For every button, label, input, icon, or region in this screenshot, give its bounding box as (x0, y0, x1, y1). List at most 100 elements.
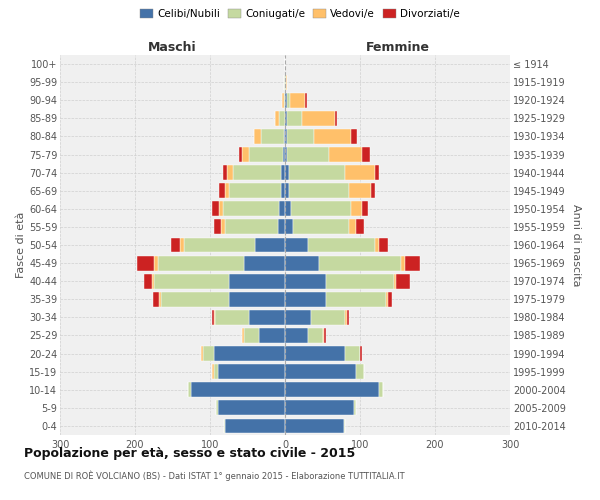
Bar (154, 256, 157, 270)
Bar (218, 364, 285, 379)
Text: Popolazione per età, sesso e stato civile - 2015: Popolazione per età, sesso e stato civil… (24, 448, 355, 460)
Bar (203, 346, 214, 361)
Bar (308, 328, 323, 343)
Bar (286, 74, 287, 90)
Bar (362, 147, 370, 162)
Bar (153, 292, 159, 306)
Bar (329, 147, 362, 162)
Bar (289, 165, 345, 180)
Y-axis label: Anni di nascita: Anni di nascita (571, 204, 581, 286)
Y-axis label: Fasce di età: Fasce di età (16, 212, 26, 278)
Bar (396, 274, 409, 288)
Bar (225, 418, 285, 434)
Bar (180, 238, 184, 252)
Bar (371, 184, 375, 198)
Bar (281, 184, 285, 198)
Bar (379, 382, 383, 397)
Bar (347, 310, 349, 325)
Bar (219, 184, 225, 198)
Bar (319, 256, 401, 270)
Bar (154, 274, 229, 288)
Bar (277, 220, 285, 234)
Bar (375, 165, 379, 180)
Bar (388, 292, 392, 306)
Bar (324, 328, 325, 343)
Bar (261, 129, 284, 144)
Bar (255, 238, 285, 252)
Bar (259, 328, 285, 343)
Bar (284, 74, 285, 90)
Bar (356, 220, 364, 234)
Bar (375, 238, 379, 252)
Bar (285, 310, 311, 325)
Bar (233, 165, 281, 180)
Bar (285, 238, 308, 252)
Bar (285, 184, 289, 198)
Bar (326, 292, 386, 306)
Bar (216, 400, 218, 415)
Bar (223, 202, 279, 216)
Bar (285, 147, 287, 162)
Bar (137, 256, 154, 270)
Bar (285, 74, 286, 90)
Bar (287, 111, 302, 126)
Bar (285, 93, 287, 108)
Bar (229, 184, 281, 198)
Bar (151, 274, 154, 288)
Text: COMUNE DI ROÈ VOLCIANO (BS) - Dati ISTAT 1° gennaio 2015 - Elaborazione TUTTITAL: COMUNE DI ROÈ VOLCIANO (BS) - Dati ISTAT… (24, 470, 404, 481)
Bar (282, 93, 284, 108)
Bar (223, 165, 227, 180)
Bar (249, 147, 283, 162)
Bar (279, 111, 285, 126)
Bar (221, 220, 225, 234)
Bar (351, 202, 362, 216)
Bar (290, 93, 305, 108)
Bar (356, 364, 364, 379)
Bar (287, 93, 290, 108)
Bar (293, 220, 349, 234)
Bar (285, 418, 343, 434)
Bar (285, 256, 319, 270)
Bar (343, 418, 345, 434)
Bar (225, 184, 229, 198)
Legend: Celibi/Nubili, Coniugati/e, Vedovi/e, Divorziati/e: Celibi/Nubili, Coniugati/e, Vedovi/e, Di… (136, 5, 464, 24)
Bar (241, 147, 249, 162)
Bar (362, 202, 368, 216)
Bar (323, 328, 324, 343)
Bar (283, 147, 285, 162)
Bar (345, 310, 347, 325)
Bar (279, 202, 285, 216)
Bar (285, 165, 289, 180)
Bar (360, 346, 361, 361)
Bar (184, 238, 255, 252)
Bar (215, 310, 249, 325)
Bar (285, 400, 354, 415)
Bar (285, 274, 326, 288)
Bar (284, 129, 285, 144)
Bar (314, 129, 351, 144)
Text: Femmine: Femmine (365, 41, 430, 54)
Bar (285, 202, 291, 216)
Bar (159, 292, 161, 306)
Bar (229, 292, 285, 306)
Bar (287, 129, 314, 144)
Bar (285, 346, 345, 361)
Bar (242, 328, 244, 343)
Bar (351, 129, 357, 144)
Bar (249, 310, 285, 325)
Bar (354, 400, 355, 415)
Bar (171, 238, 180, 252)
Bar (345, 346, 360, 361)
Bar (275, 111, 279, 126)
Bar (335, 111, 337, 126)
Bar (214, 364, 218, 379)
Bar (244, 256, 285, 270)
Bar (401, 256, 405, 270)
Bar (379, 238, 388, 252)
Bar (161, 292, 229, 306)
Bar (285, 111, 287, 126)
Bar (214, 220, 221, 234)
Bar (212, 202, 219, 216)
Bar (349, 220, 356, 234)
Bar (219, 202, 223, 216)
